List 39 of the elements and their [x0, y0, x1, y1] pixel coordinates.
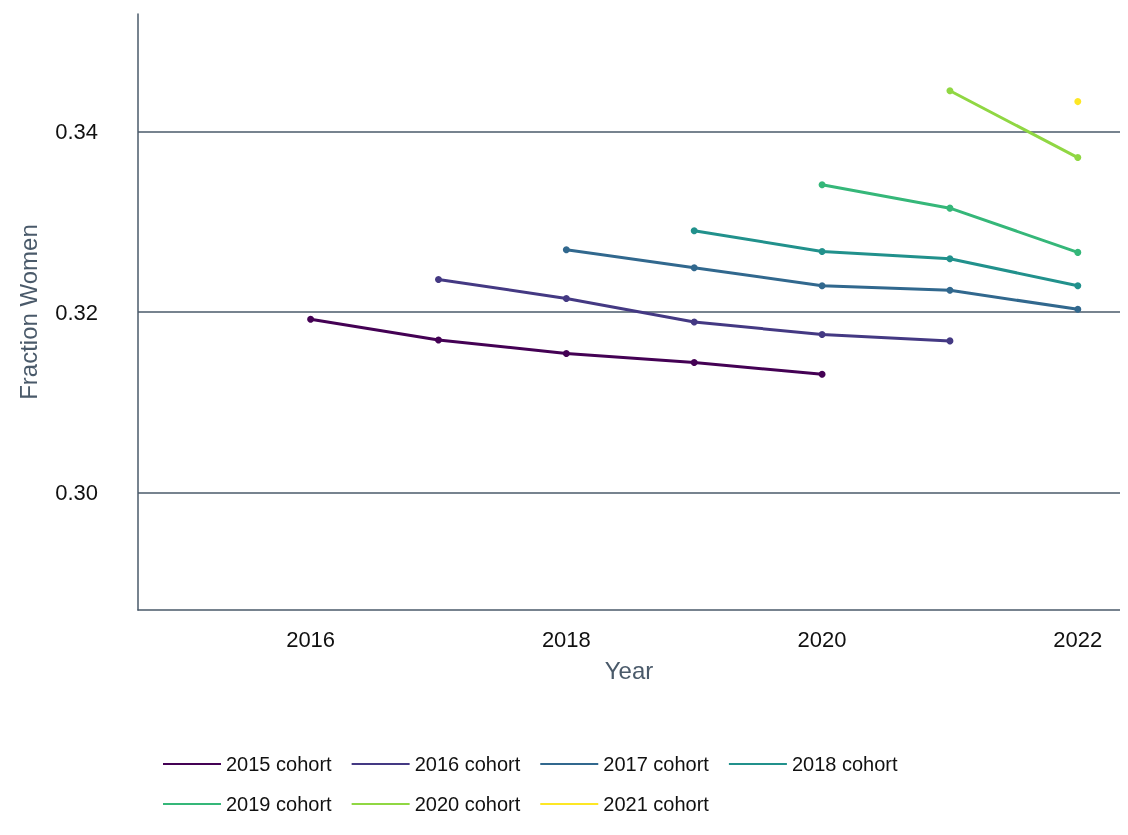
legend-label: 2017 cohort — [603, 753, 710, 775]
point — [818, 282, 826, 290]
point — [946, 87, 954, 95]
point — [690, 359, 698, 367]
x-axis-title: Year — [604, 656, 654, 684]
point — [946, 286, 954, 294]
legend-label: 2018 cohort — [791, 753, 898, 775]
point — [690, 264, 698, 272]
point — [562, 246, 570, 254]
x-tick-label: 2022 — [1053, 626, 1103, 652]
legend-label: 2020 cohort — [414, 793, 521, 815]
point — [562, 350, 570, 358]
point — [434, 336, 442, 344]
point — [818, 370, 826, 378]
y-tick-label: 0.30 — [55, 480, 98, 506]
x-tick-label: 2018 — [541, 626, 591, 652]
point — [818, 181, 826, 189]
point — [946, 204, 954, 212]
point — [1074, 305, 1082, 313]
legend-label: 2016 cohort — [414, 753, 521, 775]
point — [307, 315, 315, 323]
point — [690, 318, 698, 326]
point — [434, 275, 442, 283]
point — [1074, 282, 1082, 290]
x-tick-label: 2016 — [286, 626, 336, 652]
point — [818, 331, 826, 339]
legend-label: 2021 cohort — [603, 793, 710, 815]
legend-label: 2019 cohort — [226, 793, 333, 815]
point — [1074, 248, 1082, 256]
x-tick-label: 2020 — [797, 626, 847, 652]
y-axis-title: Fraction Women — [14, 224, 42, 400]
y-tick-label: 0.34 — [55, 118, 98, 144]
point — [562, 294, 570, 302]
point — [1074, 154, 1082, 162]
y-tick-label: 0.32 — [55, 299, 98, 325]
point — [946, 255, 954, 263]
legend-label: 2015 cohort — [226, 753, 333, 775]
point — [818, 248, 826, 255]
point — [690, 227, 698, 235]
